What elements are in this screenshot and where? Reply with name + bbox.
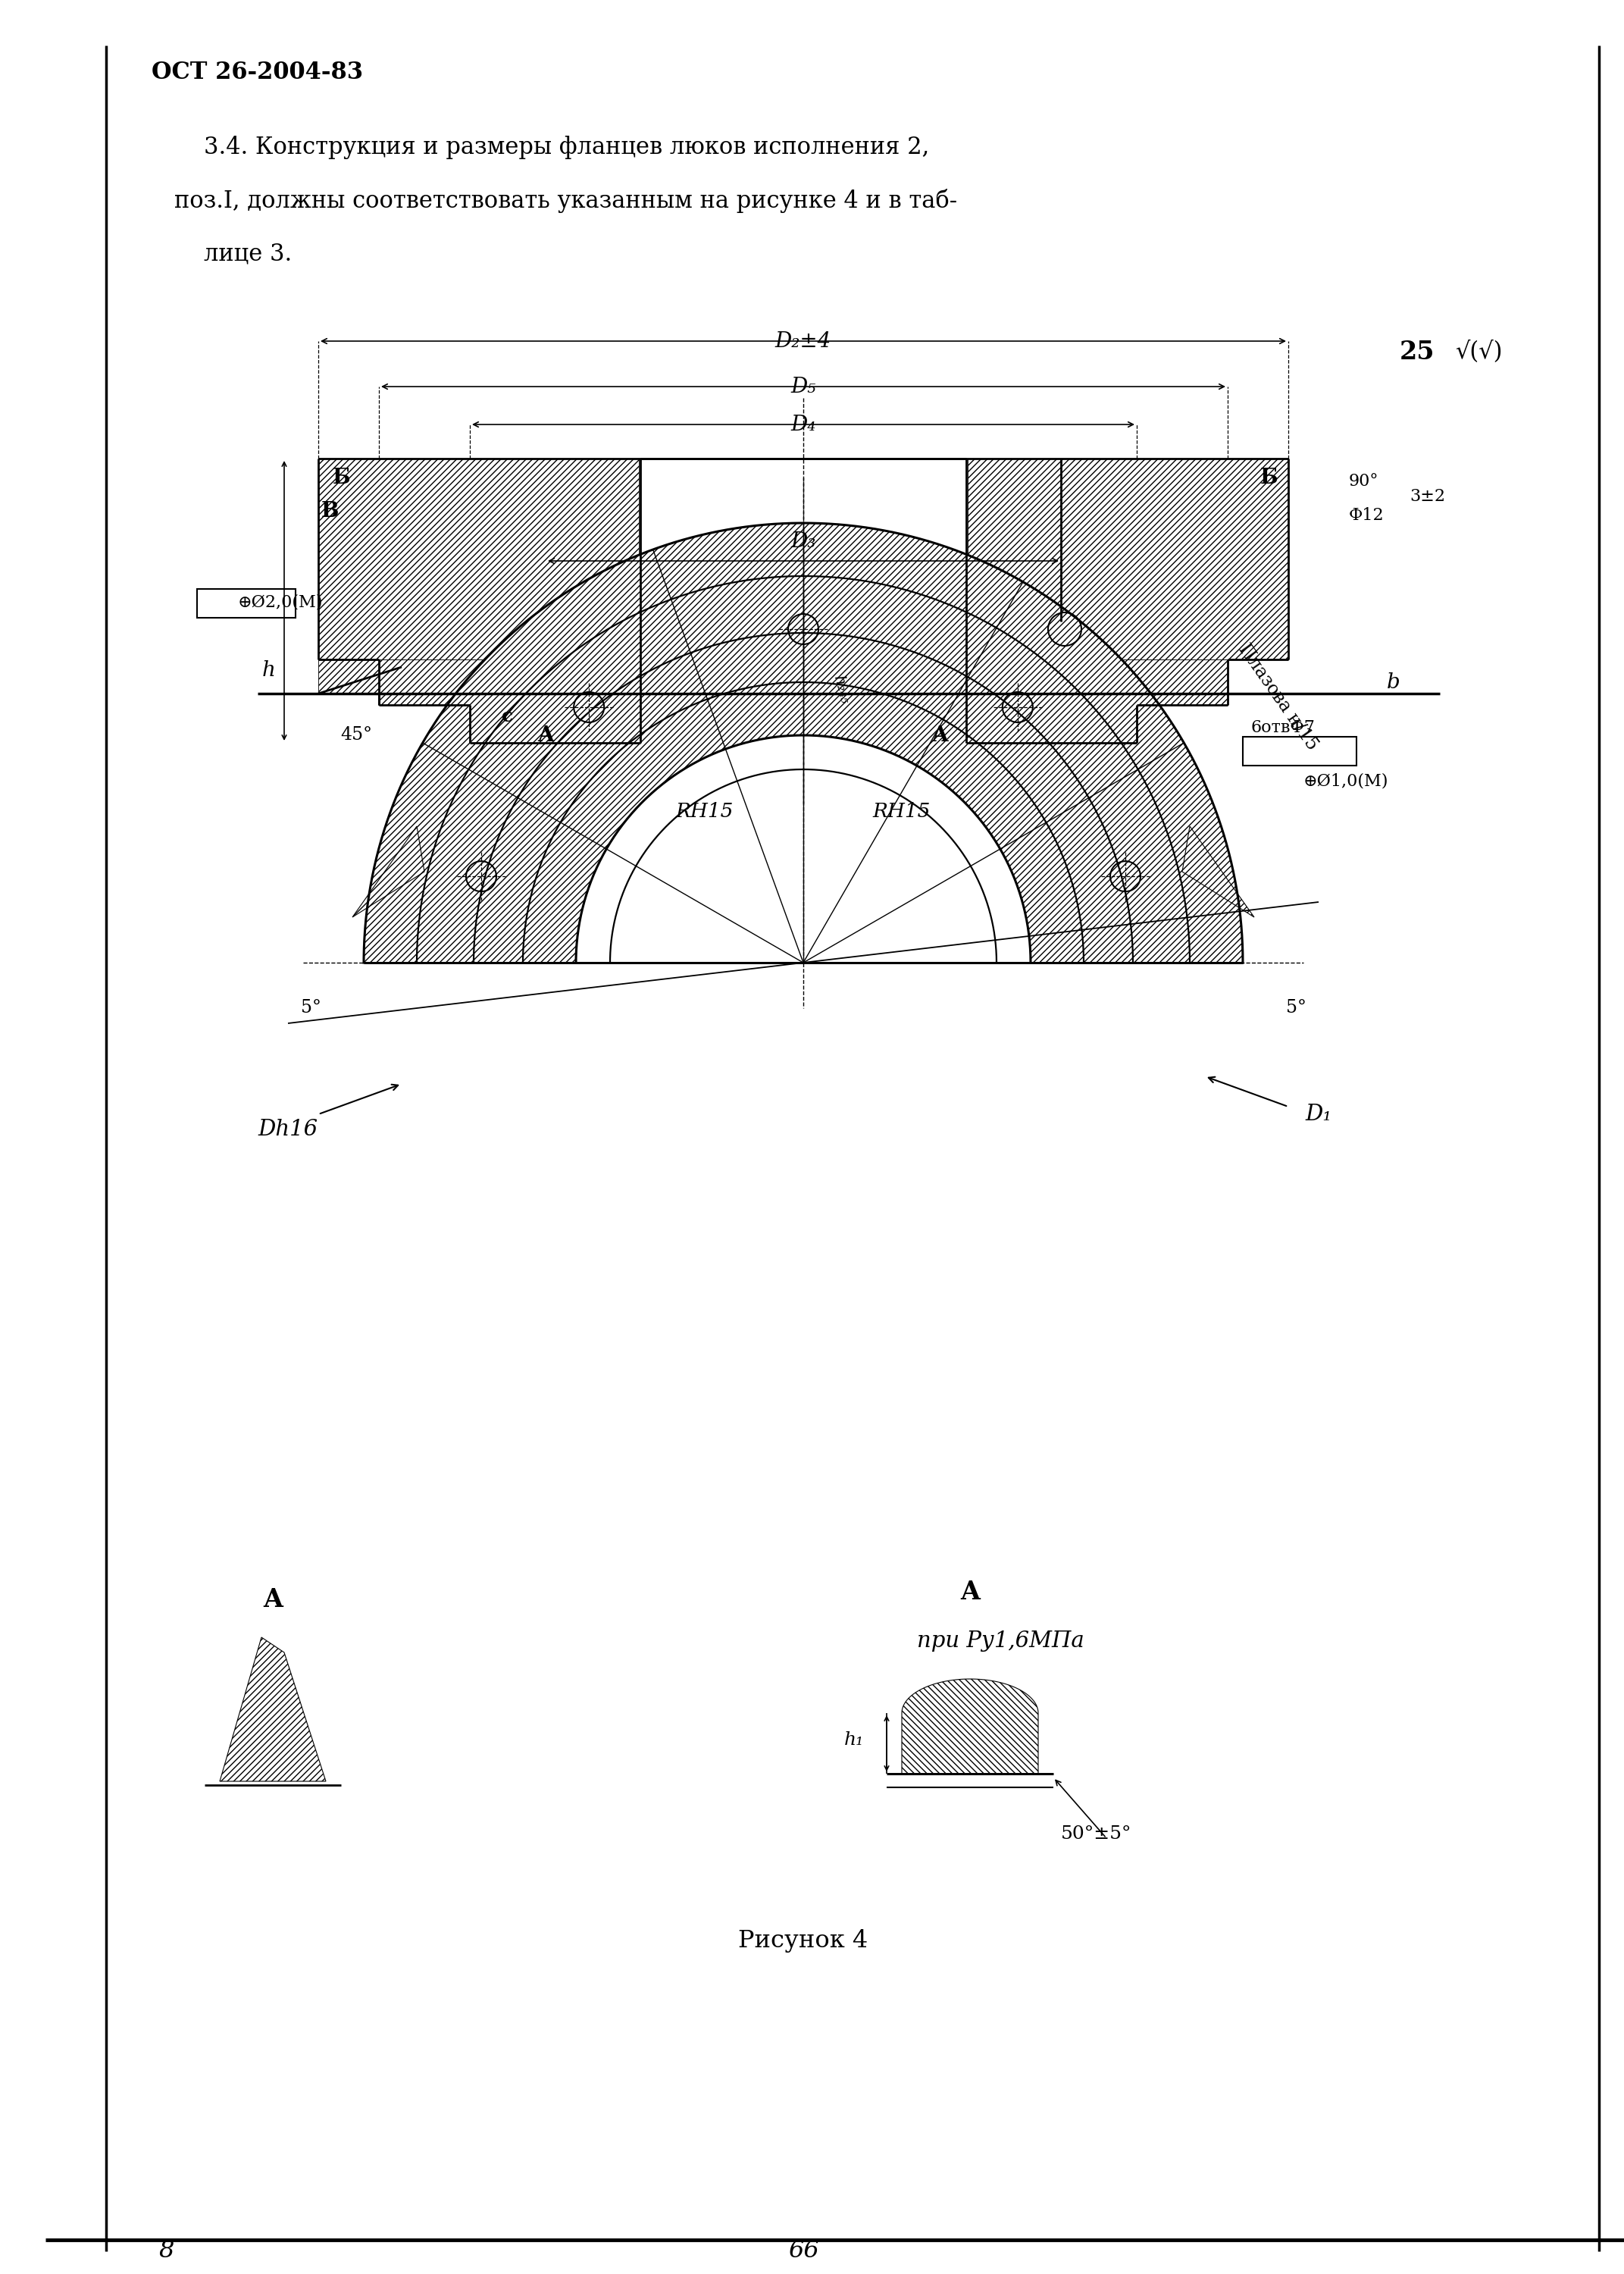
Text: В: В	[322, 503, 338, 523]
Bar	[469, 705, 638, 744]
Text: при Ру1,6МПа: при Ру1,6МПа	[916, 1630, 1083, 1651]
Bar	[968, 659, 1228, 705]
Text: лице 3.: лице 3.	[174, 243, 292, 266]
Text: Плазова н/15: Плазова н/15	[1236, 641, 1322, 753]
Text: RH15: RH15	[676, 803, 734, 821]
Text: 66: 66	[788, 2240, 818, 2263]
Text: 6отвФ7: 6отвФ7	[1250, 719, 1315, 737]
Text: Б: Б	[331, 468, 349, 489]
Text: A: A	[960, 1578, 979, 1605]
Text: A: A	[932, 725, 948, 746]
Text: ⊕Ø1,0(М): ⊕Ø1,0(М)	[1304, 773, 1389, 789]
Text: 45°: 45°	[341, 728, 372, 744]
Bar	[968, 705, 1137, 744]
Text: Рисунок 4: Рисунок 4	[739, 1928, 869, 1951]
Text: 25: 25	[1400, 341, 1434, 364]
Bar	[318, 459, 638, 659]
Text: 3±2: 3±2	[1410, 489, 1445, 505]
Text: ОСТ 26-2004-83: ОСТ 26-2004-83	[151, 61, 364, 84]
Polygon shape	[1182, 825, 1254, 916]
Text: Dh16: Dh16	[258, 1119, 318, 1139]
Text: 3.4. Конструкция и размеры фланцев люков исполнения 2,: 3.4. Конструкция и размеры фланцев люков…	[174, 136, 929, 159]
Text: Б: Б	[1260, 468, 1278, 489]
Text: h₁: h₁	[844, 1731, 864, 1749]
Text: √(√): √(√)	[1455, 341, 1502, 364]
Text: A: A	[538, 725, 554, 746]
Polygon shape	[901, 1678, 1038, 1774]
Text: Ф12: Ф12	[1350, 507, 1384, 523]
Text: h₂₄₅: h₂₄₅	[830, 673, 853, 705]
Bar	[1242, 737, 1356, 766]
Text: D₄: D₄	[791, 414, 815, 434]
Text: A: A	[263, 1587, 283, 1612]
Bar	[197, 589, 296, 619]
Text: RH15: RH15	[872, 803, 931, 821]
Polygon shape	[219, 1637, 326, 1781]
Text: 5°: 5°	[1286, 1001, 1306, 1016]
Text: 50°±5°: 50°±5°	[1060, 1826, 1132, 1842]
Text: поз.I, должны соответствовать указанным на рисунке 4 и в таб-: поз.I, должны соответствовать указанным …	[174, 189, 957, 214]
Bar	[968, 459, 1288, 659]
Text: c: c	[502, 707, 513, 725]
Polygon shape	[318, 659, 378, 694]
Text: b: b	[1387, 673, 1400, 691]
Text: D₂±4: D₂±4	[775, 332, 831, 352]
Text: D₃: D₃	[791, 532, 815, 553]
Polygon shape	[352, 825, 424, 916]
Text: h: h	[261, 659, 276, 682]
Text: 8: 8	[159, 2240, 174, 2263]
Bar	[378, 659, 638, 705]
Polygon shape	[364, 523, 1242, 962]
Text: ⊕Ø2,0(М): ⊕Ø2,0(М)	[237, 594, 323, 612]
Text: D₁: D₁	[1306, 1103, 1332, 1126]
Text: D₅: D₅	[791, 375, 815, 396]
Text: 90°: 90°	[1350, 473, 1379, 489]
Text: 5°: 5°	[300, 1001, 322, 1016]
